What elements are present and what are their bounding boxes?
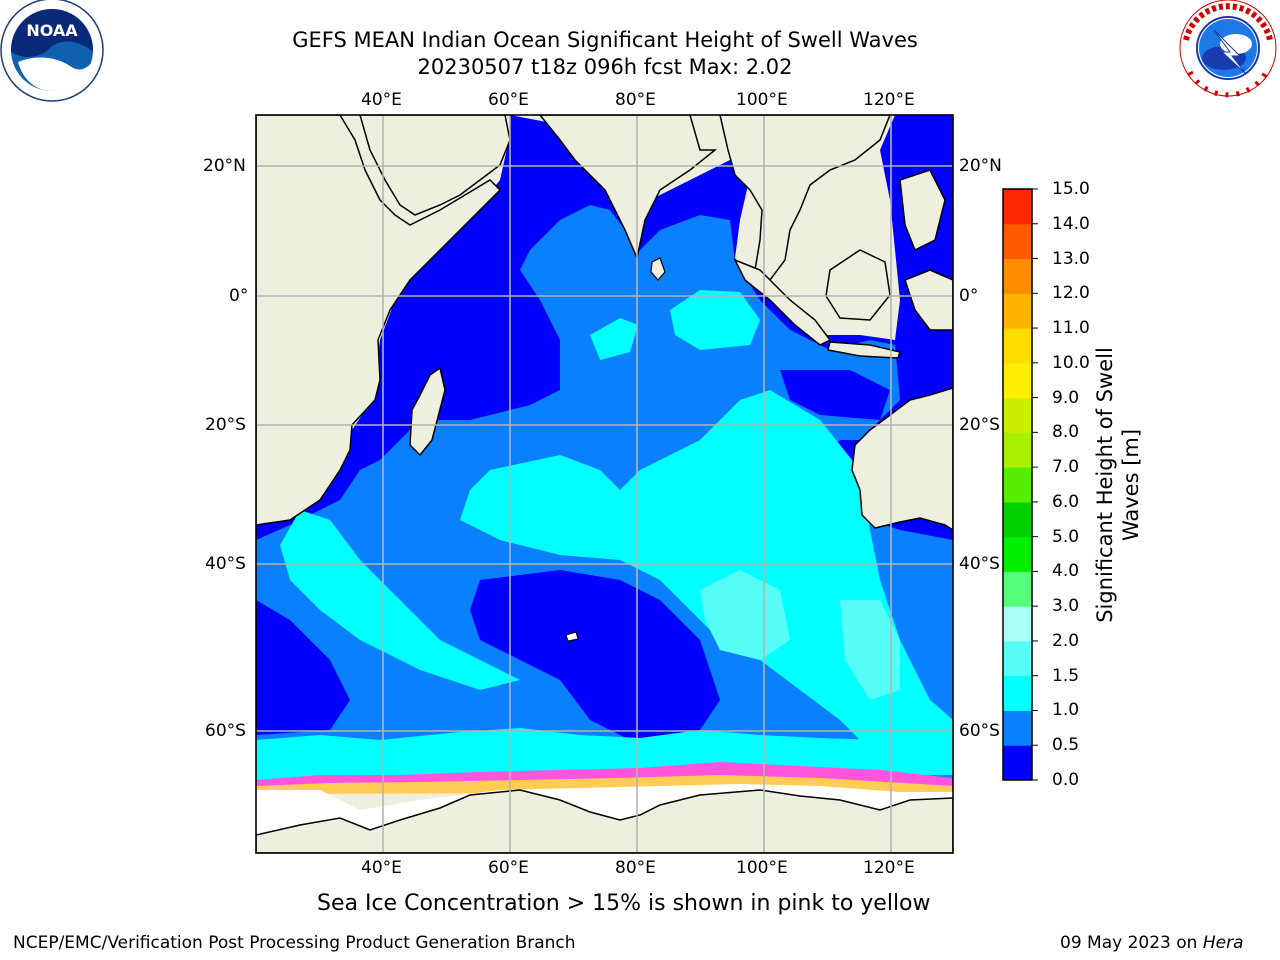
deep-patch-south xyxy=(470,570,720,745)
africa xyxy=(256,115,502,526)
map-frame xyxy=(255,114,954,854)
colorbar-tick-label: 1.5 xyxy=(1052,665,1080,686)
colorbar-tick-label: 13.0 xyxy=(1052,248,1090,269)
philippines xyxy=(899,169,946,252)
graticule xyxy=(256,115,953,853)
colorbar-tick-label: 0.5 xyxy=(1052,735,1080,756)
footer-host: Hera xyxy=(1202,933,1244,953)
colorbar-tick-label: 2.0 xyxy=(1052,630,1080,651)
footer-date: 09 May 2023 on xyxy=(1060,933,1203,953)
colorbar-tick-label: 4.0 xyxy=(1052,561,1080,582)
swell-band-1-5-2 xyxy=(700,570,790,660)
colorbar-tick-label: 3.0 xyxy=(1052,596,1080,617)
colorbar-tick-label: 6.0 xyxy=(1052,491,1080,512)
colorbar-tick-label: 10.0 xyxy=(1052,352,1090,373)
sri-lanka xyxy=(650,257,666,281)
chart-subtitle: 20230507 t18z 096h fcst Max: 2.02 xyxy=(417,55,793,79)
lon-tick-bottom: 60°E xyxy=(488,858,529,878)
sea-ice-caption: Sea Ice Concentration > 15% is shown in … xyxy=(317,891,931,916)
colorbar-tick-label: 11.0 xyxy=(1052,318,1090,339)
lon-tick-top: 120°E xyxy=(863,90,915,110)
lon-tick-bottom: 100°E xyxy=(736,858,788,878)
colorbar-tick-label: 12.0 xyxy=(1052,283,1090,304)
lat-tick-left: 20°S xyxy=(205,415,246,435)
lat-tick-right: 60°S xyxy=(959,721,1000,741)
footer-right: 09 May 2023 on Hera xyxy=(1060,933,1244,953)
lat-tick-right: 40°S xyxy=(959,554,1000,574)
borneo xyxy=(825,249,891,321)
swell-band-1-1-5-a xyxy=(460,390,953,760)
lat-tick-right: 20°N xyxy=(959,156,1002,176)
swell-band-1-1-5-b xyxy=(280,510,520,690)
colorbar-tick-label: 7.0 xyxy=(1052,457,1080,478)
colorbar-tick-label: 1.0 xyxy=(1052,700,1080,721)
lon-tick-bottom: 40°E xyxy=(361,858,402,878)
lat-tick-left: 20°N xyxy=(203,156,246,176)
antarctica xyxy=(256,789,953,853)
kerguelen xyxy=(565,631,579,642)
lon-tick-bottom: 120°E xyxy=(863,858,915,878)
colorbar-tick-label: 8.0 xyxy=(1052,422,1080,443)
colorbar-tick-label: 14.0 xyxy=(1052,213,1090,234)
madagascar xyxy=(409,366,446,457)
colorbar-tick-label: 15.0 xyxy=(1052,179,1090,199)
colorbar-title-line1: Significant Height of Swell xyxy=(1093,347,1117,623)
lat-tick-left: 40°S xyxy=(205,554,246,574)
lat-tick-left: 0° xyxy=(229,286,249,306)
swell-band-1-1-5-d xyxy=(670,290,760,350)
deep-patch-west xyxy=(256,600,350,735)
lon-tick-top: 100°E xyxy=(736,90,788,110)
lon-tick-top: 40°E xyxy=(361,90,402,110)
swell-band-1-1-5-e xyxy=(590,318,638,360)
deep-patch-east xyxy=(780,370,890,420)
sulawesi-new-guinea xyxy=(904,269,953,331)
sumatra xyxy=(733,258,832,346)
lat-tick-right: 20°S xyxy=(959,415,1000,435)
australia xyxy=(851,387,953,531)
lat-tick-left: 60°S xyxy=(205,721,246,741)
swell-band-1-5-2-b xyxy=(840,600,900,700)
colorbar-title-line2: Waves [m] xyxy=(1119,428,1143,542)
lon-tick-top: 80°E xyxy=(615,90,656,110)
chart-title: GEFS MEAN Indian Ocean Significant Heigh… xyxy=(292,28,918,52)
southeast-asia xyxy=(719,115,891,282)
lon-tick-top: 60°E xyxy=(488,90,529,110)
lat-tick-right: 0° xyxy=(959,286,979,306)
footer-left: NCEP/EMC/Verification Post Processing Pr… xyxy=(13,933,576,953)
india xyxy=(539,115,718,261)
colorbar-tick-label: 9.0 xyxy=(1052,387,1080,408)
colorbar-tick-label: 5.0 xyxy=(1052,526,1080,547)
java xyxy=(827,341,901,359)
colorbar-tick-label: 0.0 xyxy=(1052,770,1080,790)
lon-tick-bottom: 80°E xyxy=(615,858,656,878)
